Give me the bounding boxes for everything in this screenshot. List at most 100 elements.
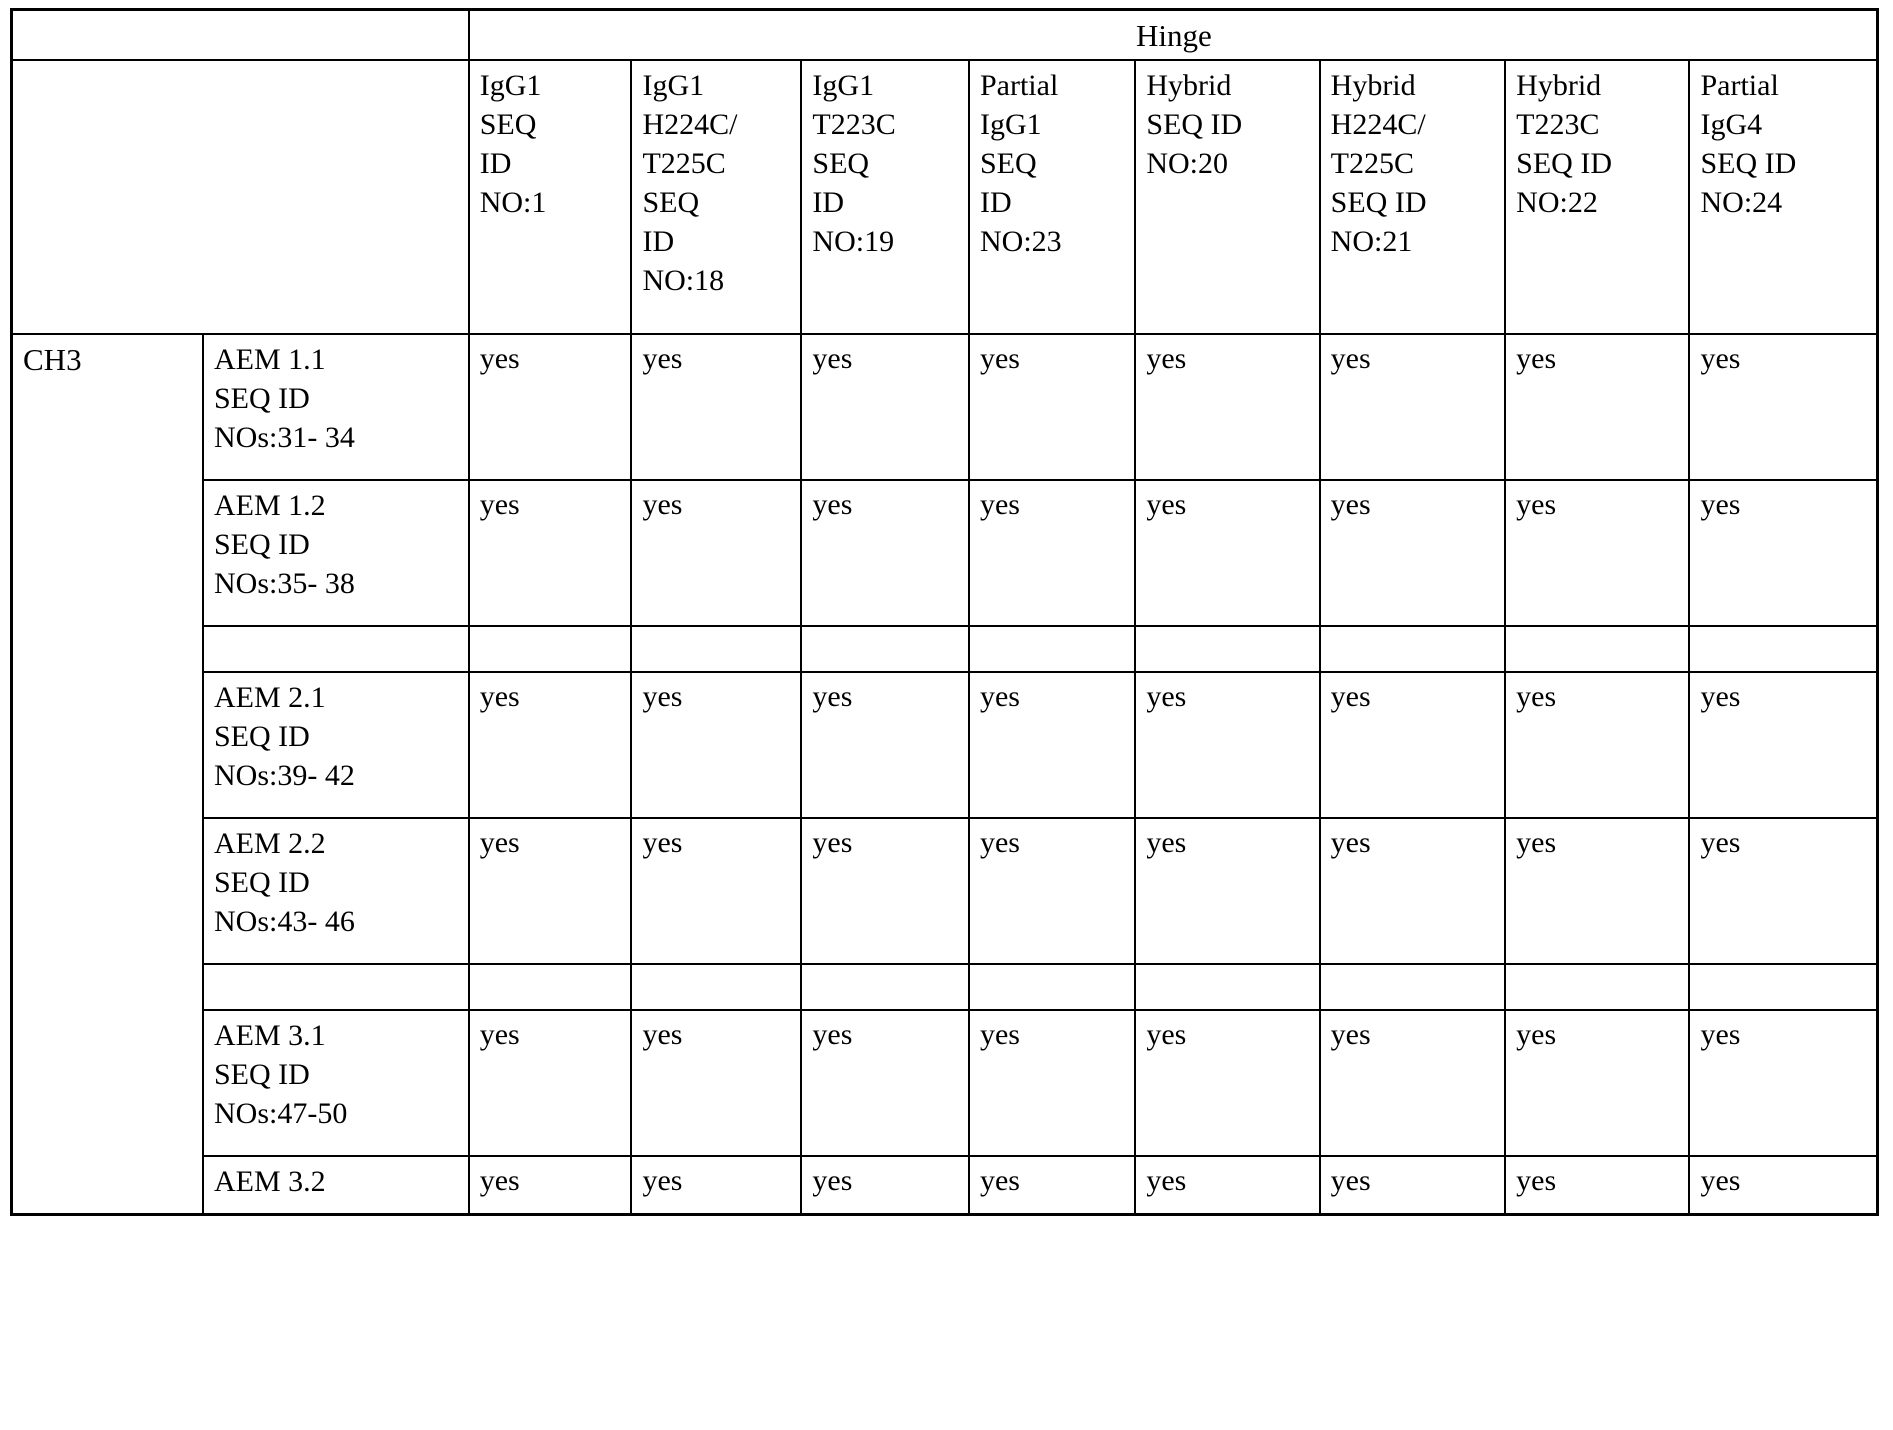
cell-value: yes xyxy=(1135,1010,1319,1156)
table-row: CH3 AEM 1.1SEQ IDNOs:31- 34 yes yes yes … xyxy=(12,334,1878,480)
cell-value xyxy=(801,626,969,672)
text-line: IgG4 xyxy=(1700,105,1868,144)
cell-value xyxy=(1135,964,1319,1010)
text-line: SEQ ID xyxy=(1331,183,1497,222)
text-line: SEQ ID xyxy=(214,863,460,902)
cell-value: yes xyxy=(969,1010,1135,1156)
cell-value: yes xyxy=(1135,818,1319,964)
cell-value: yes xyxy=(631,1010,801,1156)
column-header-row: IgG1SEQIDNO:1 IgG1H224C/T225CSEQIDNO:18 … xyxy=(12,60,1878,334)
text-line: NO:18 xyxy=(642,261,792,300)
cell-value: yes xyxy=(1320,1010,1506,1156)
cell-value: yes xyxy=(469,818,632,964)
table-row-spacer xyxy=(12,626,1878,672)
text-line: NOs:35- 38 xyxy=(214,564,460,603)
cell-value: yes xyxy=(1505,1010,1689,1156)
row-label: AEM 3.1SEQ IDNOs:47-50 xyxy=(203,1010,469,1156)
cell-value xyxy=(801,964,969,1010)
cell-value: yes xyxy=(1135,672,1319,818)
cell-value xyxy=(1505,626,1689,672)
text-line: IgG1 xyxy=(480,66,623,105)
cell-value: yes xyxy=(1320,672,1506,818)
cell-value: yes xyxy=(801,480,969,626)
text-line: ID xyxy=(980,183,1126,222)
text-line: AEM 1.2 xyxy=(214,486,460,525)
cell-value: yes xyxy=(631,334,801,480)
text-line: SEQ xyxy=(480,105,623,144)
cell-value: yes xyxy=(1505,480,1689,626)
cell-value xyxy=(1135,626,1319,672)
column-header-4: HybridSEQ IDNO:20 xyxy=(1135,60,1319,334)
cell-value: yes xyxy=(469,480,632,626)
text-line: SEQ ID xyxy=(1516,144,1680,183)
column-header-7: PartialIgG4SEQ IDNO:24 xyxy=(1689,60,1877,334)
column-header-3: PartialIgG1SEQIDNO:23 xyxy=(969,60,1135,334)
table-row: AEM 3.2 yes yes yes yes yes yes yes yes xyxy=(12,1156,1878,1214)
corner-cell xyxy=(12,10,469,61)
cell-value: yes xyxy=(1320,818,1506,964)
cell-value: yes xyxy=(469,1156,632,1214)
column-header-1: IgG1H224C/T225CSEQIDNO:18 xyxy=(631,60,801,334)
text-line: SEQ xyxy=(812,144,960,183)
cell-value xyxy=(1320,964,1506,1010)
text-line: IgG1 xyxy=(812,66,960,105)
text-line: NO:1 xyxy=(480,183,623,222)
row-label: AEM 1.1SEQ IDNOs:31- 34 xyxy=(203,334,469,480)
text-line: NOs:43- 46 xyxy=(214,902,460,941)
cell-value: yes xyxy=(469,334,632,480)
column-header-5: HybridH224C/T225CSEQ IDNO:21 xyxy=(1320,60,1506,334)
text-line: Hybrid xyxy=(1331,66,1497,105)
table-row: AEM 1.2SEQ IDNOs:35- 38 yes yes yes yes … xyxy=(12,480,1878,626)
text-line: IgG1 xyxy=(980,105,1126,144)
table-row: AEM 2.2SEQ IDNOs:43- 46 yes yes yes yes … xyxy=(12,818,1878,964)
row-label xyxy=(203,626,469,672)
text-line: SEQ ID xyxy=(214,525,460,564)
cell-value: yes xyxy=(469,672,632,818)
text-line: AEM 2.1 xyxy=(214,678,460,717)
group-header-row: Hinge xyxy=(12,10,1878,61)
cell-value: yes xyxy=(1689,1010,1877,1156)
cell-value xyxy=(969,964,1135,1010)
cell-value: yes xyxy=(1505,1156,1689,1214)
cell-value: yes xyxy=(1689,334,1877,480)
text-line: NOs:31- 34 xyxy=(214,418,460,457)
cell-value: yes xyxy=(801,672,969,818)
cell-value: yes xyxy=(1505,672,1689,818)
cell-value: yes xyxy=(469,1010,632,1156)
cell-value: yes xyxy=(1505,334,1689,480)
cell-value xyxy=(469,964,632,1010)
text-line: SEQ xyxy=(642,183,792,222)
text-line: Partial xyxy=(980,66,1126,105)
table-body: Hinge IgG1SEQIDNO:1 IgG1H224C/T225CSEQID… xyxy=(12,10,1878,1215)
text-line: Hybrid xyxy=(1146,66,1310,105)
cell-value xyxy=(1320,626,1506,672)
cell-value: yes xyxy=(1505,818,1689,964)
text-line: Partial xyxy=(1700,66,1868,105)
text-line: NO:23 xyxy=(980,222,1126,261)
cell-value: yes xyxy=(1689,672,1877,818)
cell-value xyxy=(1689,964,1877,1010)
row-label: AEM 3.2 xyxy=(203,1156,469,1214)
row-label: AEM 2.2SEQ IDNOs:43- 46 xyxy=(203,818,469,964)
cell-value: yes xyxy=(969,672,1135,818)
cell-value: yes xyxy=(1320,480,1506,626)
cell-value xyxy=(969,626,1135,672)
cell-value xyxy=(1689,626,1877,672)
cell-value: yes xyxy=(1320,334,1506,480)
text-line: ID xyxy=(480,144,623,183)
text-line: NO:20 xyxy=(1146,144,1310,183)
cell-value: yes xyxy=(801,1156,969,1214)
text-line: SEQ ID xyxy=(214,379,460,418)
text-line: NOs:47-50 xyxy=(214,1094,460,1133)
text-line: NO:22 xyxy=(1516,183,1680,222)
text-line: NO:21 xyxy=(1331,222,1497,261)
text-line: T225C xyxy=(1331,144,1497,183)
cell-value: yes xyxy=(969,334,1135,480)
text-line: H224C/ xyxy=(1331,105,1497,144)
page-canvas: Hinge IgG1SEQIDNO:1 IgG1H224C/T225CSEQID… xyxy=(0,8,1893,1430)
cell-value xyxy=(631,964,801,1010)
row-label xyxy=(203,964,469,1010)
text-line: T223C xyxy=(812,105,960,144)
text-line: NO:19 xyxy=(812,222,960,261)
cell-value: yes xyxy=(969,818,1135,964)
